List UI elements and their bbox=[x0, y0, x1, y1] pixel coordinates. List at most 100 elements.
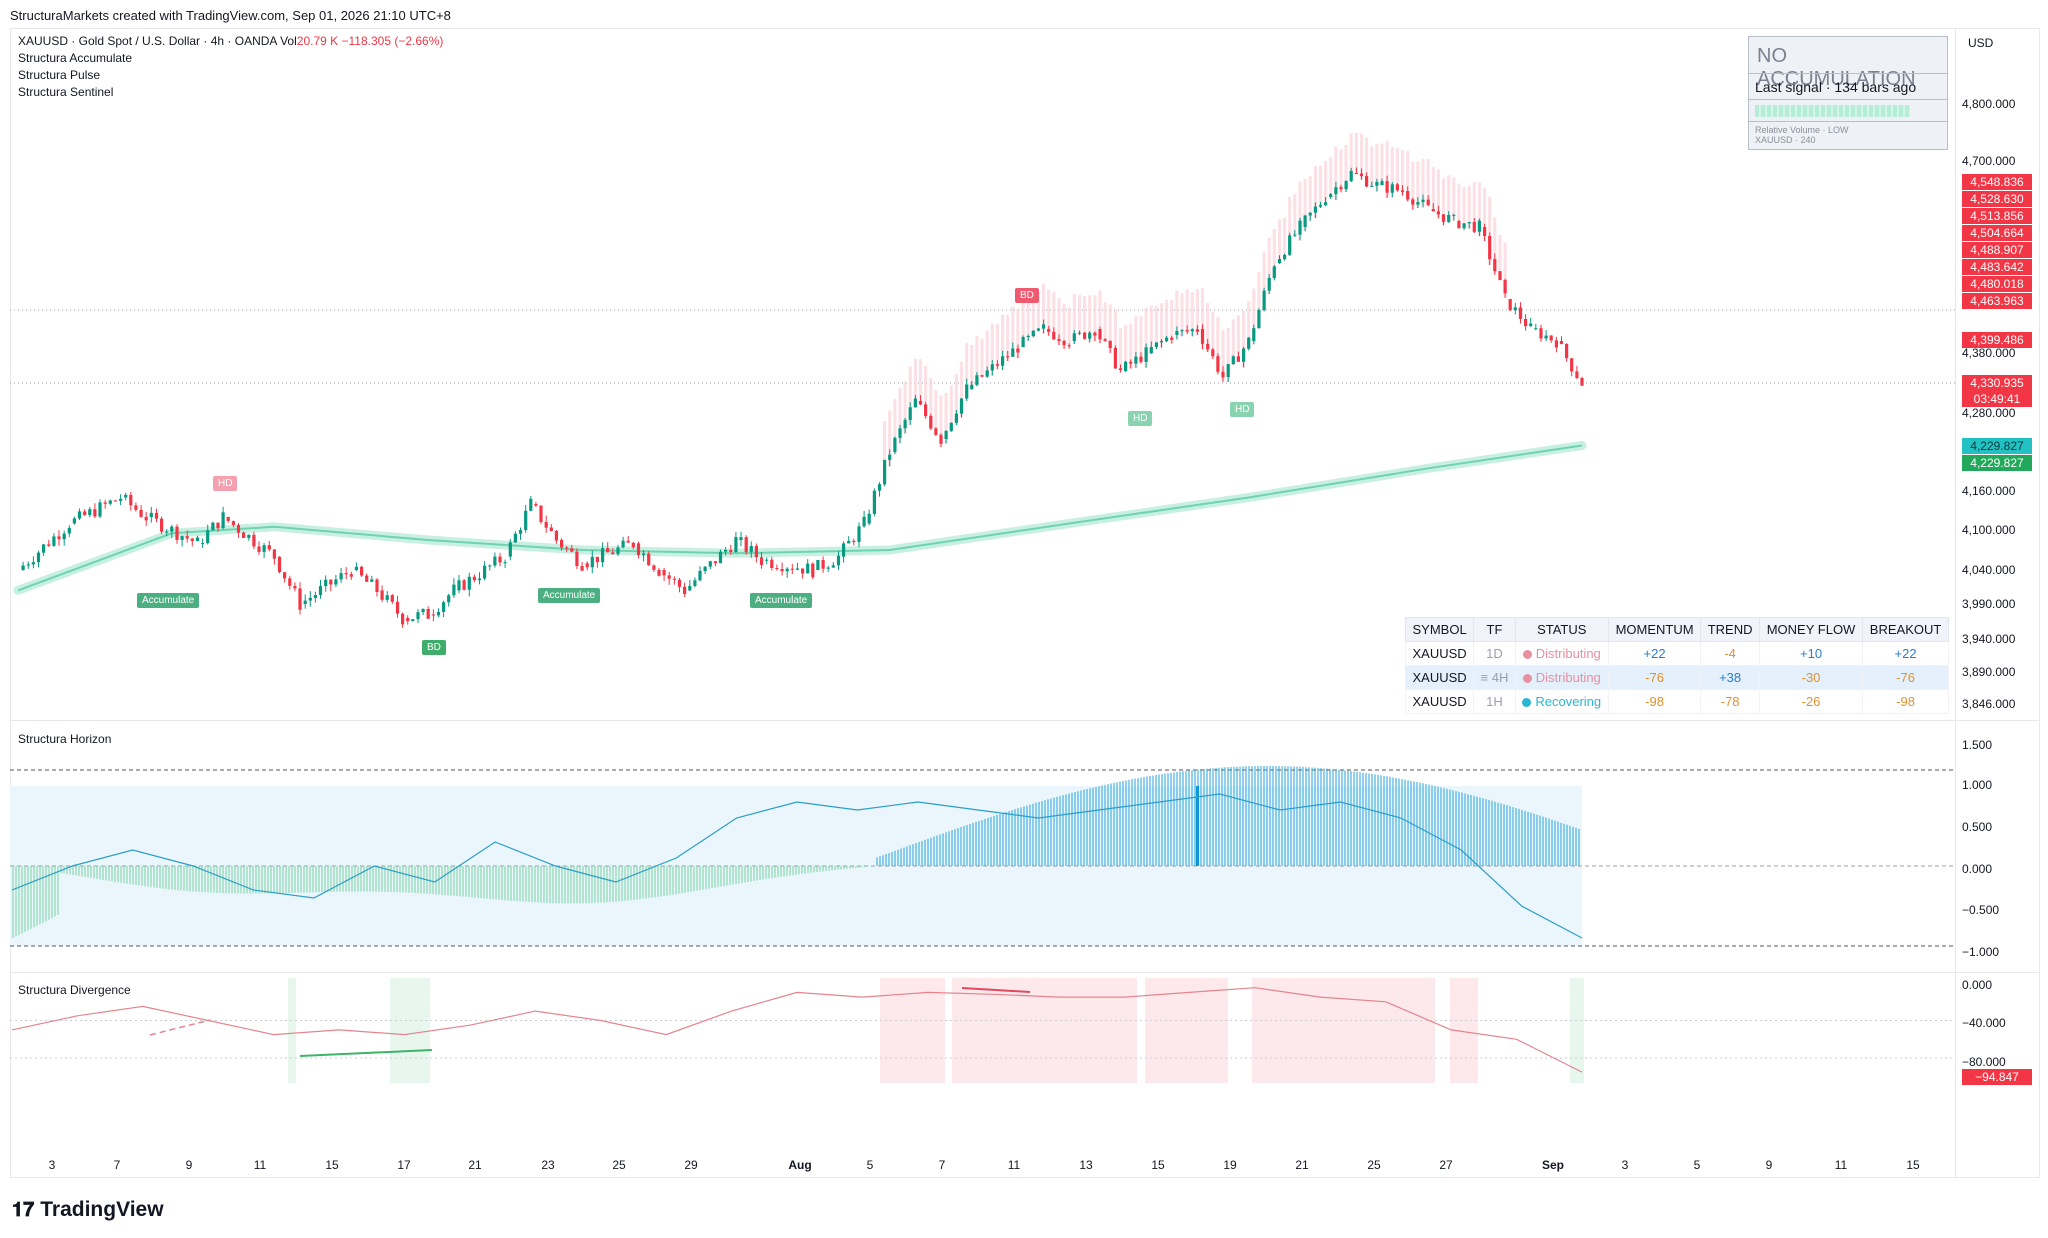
indicator-pulse[interactable]: Structura Pulse bbox=[18, 68, 101, 82]
horizon-bar bbox=[555, 866, 557, 904]
horizon-bar bbox=[375, 866, 377, 892]
candle-body bbox=[226, 517, 230, 521]
distribution-shade bbox=[1175, 290, 1179, 340]
level-box: 4,483.642 bbox=[1962, 259, 2032, 275]
cell-trend: +38 bbox=[1700, 665, 1760, 690]
candle-body bbox=[1072, 333, 1076, 341]
currency-label[interactable]: USD bbox=[1968, 36, 1994, 50]
horizon-bar bbox=[1485, 799, 1487, 866]
candle-body bbox=[165, 531, 169, 533]
cell-status: Distributing bbox=[1514, 641, 1609, 666]
time-tick: 13 bbox=[1079, 1158, 1093, 1172]
horizon-bar bbox=[606, 866, 608, 903]
candle-body bbox=[354, 566, 358, 570]
distribution-zone bbox=[1145, 978, 1228, 1083]
horizon-bar bbox=[810, 866, 812, 873]
horizon-bar bbox=[1011, 810, 1013, 866]
horizon-bar bbox=[621, 866, 623, 902]
horizon-title[interactable]: Structura Horizon bbox=[18, 732, 112, 746]
candle-body bbox=[154, 512, 159, 519]
distribution-shade bbox=[1365, 137, 1369, 188]
horizon-bar bbox=[177, 866, 179, 891]
candle-body bbox=[190, 538, 194, 542]
horizon-bar bbox=[468, 866, 470, 898]
tradingview-logo[interactable]: 𝟏𝟕 TradingView bbox=[12, 1198, 164, 1221]
distribution-shade bbox=[1242, 310, 1246, 368]
horizon-bar bbox=[1368, 773, 1370, 866]
symbol-legend[interactable]: XAUUSD · Gold Spot / U.S. Dollar · 4h · … bbox=[18, 34, 443, 48]
candle-body bbox=[944, 430, 948, 439]
candle-body bbox=[980, 375, 984, 377]
horizon-bar bbox=[1059, 796, 1061, 866]
candle-body bbox=[1503, 280, 1507, 294]
cell-breakout: -98 bbox=[1862, 689, 1949, 714]
horizon-bar bbox=[525, 866, 527, 902]
horizon-bar bbox=[411, 866, 413, 893]
candle-body bbox=[1185, 330, 1189, 332]
horizon-bar bbox=[1527, 811, 1529, 866]
horizon-bar bbox=[1443, 788, 1445, 866]
horizon-bar bbox=[654, 866, 656, 898]
horizon-bar bbox=[408, 866, 410, 893]
cell-money-flow: +10 bbox=[1758, 641, 1864, 666]
horizon-bar bbox=[507, 866, 509, 901]
cell-trend: -78 bbox=[1700, 689, 1760, 714]
horizon-bar bbox=[663, 866, 665, 896]
horizon-bar bbox=[756, 866, 758, 881]
horizon-bar bbox=[18, 866, 20, 935]
distribution-shade bbox=[1395, 147, 1399, 192]
horizon-bar bbox=[903, 847, 905, 866]
distribution-shade bbox=[944, 392, 948, 444]
horizon-bar bbox=[93, 866, 95, 879]
horizon-bar bbox=[1191, 770, 1193, 866]
candle-body bbox=[390, 595, 394, 602]
candle-body bbox=[616, 547, 620, 555]
horizon-bar bbox=[1152, 775, 1154, 866]
col-trend: TREND bbox=[1700, 617, 1760, 642]
distribution-shade bbox=[1093, 295, 1097, 342]
candle-body bbox=[1539, 328, 1543, 339]
chart-header: StructuraMarkets created with TradingVie… bbox=[10, 8, 451, 23]
horizon-bar bbox=[1344, 770, 1346, 866]
horizon-bar bbox=[1287, 766, 1289, 866]
horizon-bar bbox=[249, 866, 251, 894]
candle-body bbox=[1267, 278, 1271, 291]
candle-body bbox=[939, 434, 943, 444]
level-box: 4,548.836 bbox=[1962, 174, 2032, 190]
candle-body bbox=[380, 590, 384, 600]
horizon-bar bbox=[1077, 791, 1079, 866]
horizon-bar bbox=[1290, 766, 1292, 866]
horizon-bar bbox=[1569, 825, 1571, 866]
candle-body bbox=[267, 545, 271, 550]
horizon-bar bbox=[1350, 771, 1352, 866]
candle-body bbox=[252, 534, 256, 547]
distribution-shade bbox=[1498, 235, 1502, 281]
time-tick: 23 bbox=[541, 1158, 555, 1172]
distribution-shade bbox=[1262, 251, 1266, 312]
divergence-title[interactable]: Structura Divergence bbox=[18, 983, 131, 997]
horizon-bar bbox=[1518, 808, 1520, 866]
horizon-bar bbox=[1248, 766, 1250, 866]
candle-body bbox=[1570, 358, 1574, 372]
candle-body bbox=[1308, 212, 1312, 216]
horizon-bar bbox=[1494, 801, 1496, 866]
horizon-bar bbox=[792, 866, 794, 876]
indicator-accumulate[interactable]: Structura Accumulate bbox=[18, 51, 133, 65]
candle-body bbox=[903, 419, 907, 429]
indicator-sentinel[interactable]: Structura Sentinel bbox=[18, 85, 114, 99]
horizon-bar bbox=[501, 866, 503, 900]
horizon-bar bbox=[1359, 772, 1361, 866]
horizon-bar bbox=[120, 866, 122, 883]
horizon-bar bbox=[147, 866, 149, 887]
candle-body bbox=[744, 537, 748, 552]
horizon-bar bbox=[285, 866, 287, 894]
candle-body bbox=[518, 529, 523, 534]
candle-body bbox=[713, 561, 717, 564]
candle-body bbox=[452, 584, 456, 596]
horizon-bar bbox=[852, 866, 854, 869]
candle-body bbox=[1113, 348, 1117, 369]
horizon-bar bbox=[867, 866, 869, 867]
distribution-shade bbox=[1144, 307, 1148, 368]
candle-body bbox=[1252, 328, 1256, 341]
